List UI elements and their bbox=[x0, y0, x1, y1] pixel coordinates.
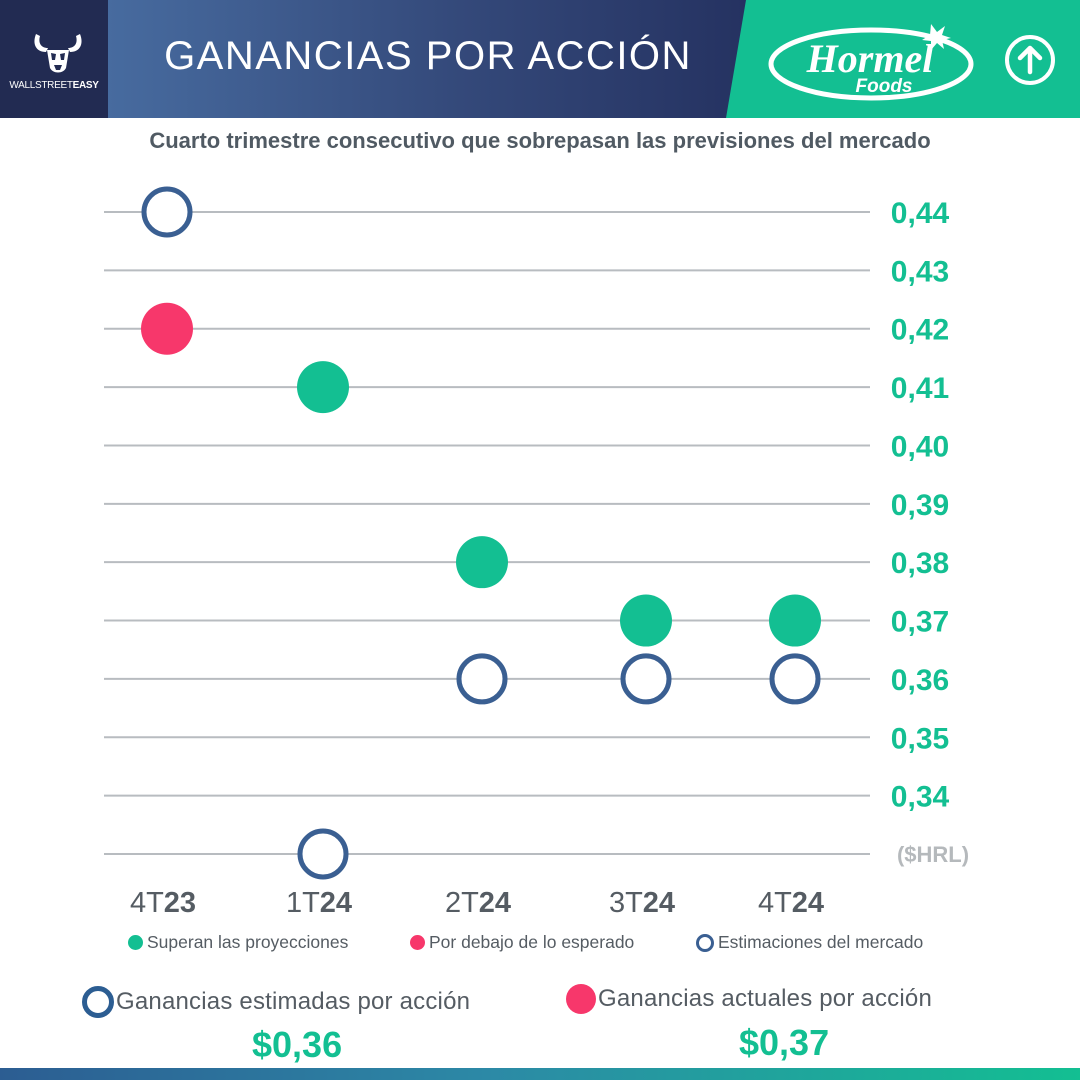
y-tick-labels: 0,44 0,43 0,42 0,41 0,40 0,39 0,38 0,37 0,36 0,35… bbox=[891, 197, 969, 867]
legend-item-estimate: Estimaciones del mercado bbox=[696, 932, 923, 953]
ring-icon bbox=[696, 933, 714, 952]
y-tick-label: 0,37 bbox=[891, 606, 949, 639]
x-tick-label: 4T24 bbox=[758, 887, 824, 919]
hormel-wordmark: Hormel bbox=[806, 36, 935, 81]
summary-actual: Ganancias actuales por acción $0,37 bbox=[566, 984, 932, 1063]
company-band: Hormel Foods bbox=[726, 0, 1080, 118]
wallstreeteasy-logo[interactable]: WALLSTREETEASY bbox=[0, 0, 108, 118]
hormel-foods-logo[interactable]: Hormel Foods bbox=[766, 18, 976, 102]
summary-estimated: Ganancias estimadas por acción $0,36 bbox=[82, 986, 471, 1065]
y-tick-label: 0,35 bbox=[891, 722, 949, 755]
y-tick-label: 0,41 bbox=[891, 372, 949, 405]
estimate-ring-icon bbox=[82, 986, 114, 1018]
estimate-point bbox=[141, 186, 193, 238]
actual-value: $0,37 bbox=[739, 1022, 830, 1063]
y-tick-label: 0,40 bbox=[891, 430, 949, 463]
unit-label: ($HRL) bbox=[897, 842, 969, 867]
x-tick-label: 3T24 bbox=[609, 887, 675, 919]
red-dot-icon bbox=[410, 935, 425, 950]
header: WALLSTREETEASY GANANCIAS POR ACCIÓN Horm… bbox=[0, 0, 1080, 118]
estimated-label: Ganancias estimadas por acción bbox=[116, 988, 471, 1015]
y-tick-label: 0,38 bbox=[891, 547, 949, 580]
y-tick-label: 0,39 bbox=[891, 489, 949, 522]
title-band: GANANCIAS POR ACCIÓN bbox=[108, 0, 748, 118]
y-tick-label: 0,42 bbox=[891, 314, 949, 347]
x-tick-label: 1T24 bbox=[286, 887, 352, 919]
legend-label-estimate: Estimaciones del mercado bbox=[718, 932, 924, 952]
x-tick-labels: 4T23 1T24 2T24 3T24 4T24 bbox=[130, 887, 824, 919]
grid-lines bbox=[104, 211, 870, 855]
actual-point bbox=[620, 594, 672, 647]
page-title: GANANCIAS POR ACCIÓN bbox=[164, 34, 692, 78]
y-tick-label: 0,43 bbox=[891, 255, 949, 288]
estimated-value: $0,36 bbox=[252, 1024, 343, 1065]
y-tick-label: 0,44 bbox=[891, 197, 950, 230]
bull-icon bbox=[34, 34, 82, 73]
foods-wordmark: Foods bbox=[856, 76, 913, 97]
up-arrow-icon bbox=[1005, 35, 1055, 85]
estimate-point bbox=[620, 653, 672, 705]
bottom-bar bbox=[0, 1068, 1080, 1080]
estimate-point bbox=[769, 653, 821, 705]
green-dot-icon bbox=[128, 935, 143, 950]
legend-label-below: Por debajo de lo esperado bbox=[429, 932, 635, 952]
eps-chart: 0,44 0,43 0,42 0,41 0,40 0,39 0,38 0,37 0,36 0,35… bbox=[104, 186, 969, 919]
estimate-point bbox=[456, 653, 508, 705]
x-tick-label: 4T23 bbox=[130, 887, 196, 919]
chart-subtitle: Cuarto trimestre consecutivo que sobrepa… bbox=[149, 128, 931, 153]
chart-legend: Superan las proyecciones Por debajo de l… bbox=[0, 932, 1080, 958]
data-points bbox=[141, 186, 821, 880]
actual-label: Ganancias actuales por acción bbox=[598, 985, 932, 1012]
actual-point bbox=[297, 361, 349, 414]
actual-dot-icon bbox=[566, 984, 596, 1014]
actual-point bbox=[456, 536, 508, 589]
actual-point bbox=[769, 594, 821, 647]
brand-text: WALLSTREETEASY bbox=[9, 80, 99, 91]
y-tick-label: 0,34 bbox=[891, 781, 950, 814]
legend-item-below: Por debajo de lo esperado bbox=[410, 932, 634, 953]
y-tick-label: 0,36 bbox=[891, 664, 949, 697]
actual-point bbox=[141, 302, 193, 355]
x-tick-label: 2T24 bbox=[445, 887, 511, 919]
estimate-point bbox=[297, 828, 349, 880]
legend-item-above: Superan las proyecciones bbox=[128, 932, 348, 953]
legend-label-above: Superan las proyecciones bbox=[147, 932, 349, 952]
